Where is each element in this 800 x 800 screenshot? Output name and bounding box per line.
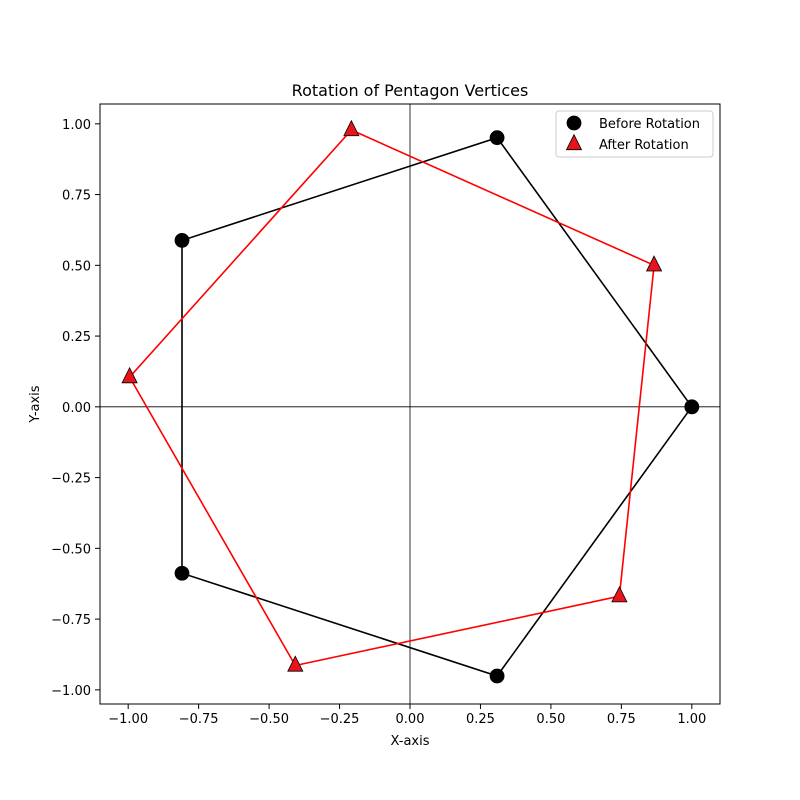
- x-tick-label: 0.25: [466, 712, 495, 727]
- legend-label-2: After Rotation: [599, 138, 689, 153]
- series-polygon-1: [181, 136, 693, 677]
- y-axis-label: Y-axis: [28, 385, 43, 423]
- legend-marker-before: [566, 115, 582, 131]
- data-point-before-1: [684, 399, 700, 415]
- x-tick-label: 0.00: [396, 712, 425, 727]
- chart-title: Rotation of Pentagon Vertices: [292, 81, 529, 100]
- x-tick-label: 0.50: [536, 712, 565, 727]
- data-point-before-2: [489, 130, 505, 146]
- x-axis-label: X-axis: [391, 734, 430, 749]
- plot-area: −1.00 −0.75 −0.50 −0.25 0.00 0.25 0.50 0.75 1.00…: [51, 103, 721, 727]
- y-tick-label: −0.50: [51, 542, 91, 557]
- legend-label-1: Before Rotation: [599, 117, 700, 132]
- legend-box: [555, 110, 714, 158]
- y-tick-label: 0.50: [62, 259, 91, 274]
- x-tick-label: 1.00: [677, 712, 706, 727]
- x-tick-label: 0.75: [607, 712, 636, 727]
- y-tick-label: 0.00: [62, 401, 91, 416]
- y-tick-label: 0.25: [62, 330, 91, 345]
- series-polygon-2: [128, 129, 655, 667]
- data-point-after-2: [343, 119, 360, 137]
- x-tick-label: −0.50: [249, 712, 289, 727]
- data-point-before-5: [489, 668, 505, 684]
- data-point-before-3: [174, 233, 190, 248]
- data-point-after-4: [287, 655, 304, 672]
- data-point-after-1: [645, 255, 663, 272]
- data-point-before-4: [174, 565, 190, 581]
- y-tick-label: −0.25: [51, 472, 91, 487]
- y-tick-label: 0.75: [62, 189, 91, 204]
- data-point-after-5: [611, 585, 628, 603]
- legend-marker-after: [565, 133, 583, 151]
- x-tick-label: −1.00: [108, 712, 148, 727]
- legend: Before Rotation After Rotation: [555, 110, 714, 158]
- y-tick-label: −1.00: [51, 684, 91, 699]
- y-tick-label: 1.00: [62, 118, 91, 133]
- y-tick-label: −0.75: [51, 613, 91, 628]
- x-tick-label: −0.25: [320, 712, 360, 727]
- x-tick-label: −0.75: [179, 712, 219, 727]
- data-point-after-3: [121, 366, 138, 384]
